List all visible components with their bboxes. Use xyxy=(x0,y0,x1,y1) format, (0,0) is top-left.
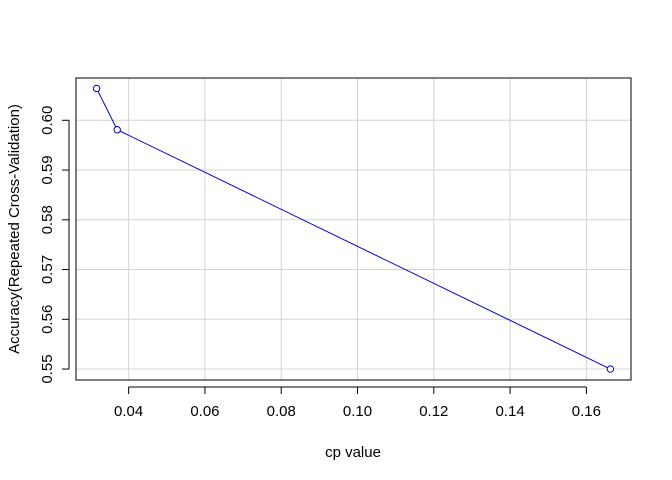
x-tick-label-4: 0.12 xyxy=(419,403,448,420)
y-tick-label-2: 0.57 xyxy=(39,255,56,284)
series-line-0 xyxy=(96,88,611,370)
y-tick-label-3: 0.58 xyxy=(39,205,56,234)
x-tick-label-1: 0.06 xyxy=(190,403,219,420)
data-point-2 xyxy=(606,365,615,373)
x-tick-label-6: 0.16 xyxy=(572,403,601,420)
x-axis-title: cp value xyxy=(325,444,381,461)
x-tick-label-5: 0.14 xyxy=(495,403,524,420)
y-tick-label-1: 0.56 xyxy=(39,305,56,334)
plot-frame xyxy=(75,77,632,381)
x-tick-label-0: 0.04 xyxy=(114,403,143,420)
y-axis: 0.55 0.56 0.57 0.58 0.59 0.60 xyxy=(39,106,70,384)
x-tick-label-2: 0.08 xyxy=(267,403,296,420)
y-axis-title: Accuracy(Repeated Cross-Validation) xyxy=(6,104,23,354)
x-tick-label-3: 0.10 xyxy=(343,403,372,420)
data-point-0 xyxy=(92,84,101,93)
y-tick-label-4: 0.59 xyxy=(39,155,56,184)
y-tick-label-5: 0.60 xyxy=(39,106,56,135)
data-point-1 xyxy=(113,126,121,134)
series xyxy=(92,84,615,373)
x-axis: 0.04 0.06 0.08 0.10 0.12 0.14 0.16 xyxy=(114,386,601,420)
y-tick-label-0: 0.55 xyxy=(39,354,56,383)
grid xyxy=(76,78,631,380)
